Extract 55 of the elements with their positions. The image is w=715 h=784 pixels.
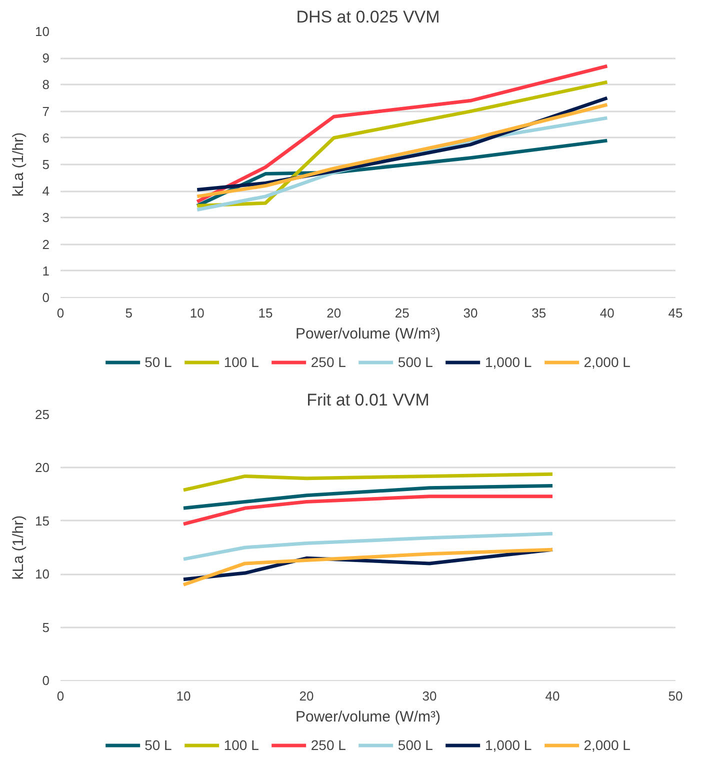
legend-label: 250 L [310, 354, 346, 370]
y-axis-title: kLa (1/hr) [10, 515, 28, 580]
legend-label: 1,000 L [484, 354, 532, 370]
legend-label: 100 L [224, 737, 259, 753]
legend-label: 1,000 L [484, 737, 532, 753]
line-series [182, 494, 554, 526]
x-tick-label: 10 [176, 688, 191, 704]
legend-label: 100 L [224, 354, 259, 370]
y-tick-label: 25 [35, 407, 50, 422]
x-tick-label: 0 [56, 688, 64, 704]
y-tick-label: 1 [42, 263, 50, 278]
x-tick-label: 0 [56, 306, 64, 320]
x-tick-label: 45 [668, 306, 683, 320]
legend-label: 500 L [398, 737, 433, 753]
legend-label: 50 L [144, 737, 172, 753]
y-tick-label: 6 [42, 130, 50, 146]
legend-label: 50 L [144, 354, 172, 370]
x-tick-label: 40 [545, 688, 560, 704]
x-tick-label: 15 [258, 306, 273, 320]
y-tick-label: 3 [42, 210, 50, 226]
chart-title: Frit at 0.01 VVM [306, 390, 430, 410]
chart-title: DHS at 0.025 VVM [296, 8, 440, 26]
x-tick-label: 20 [299, 688, 314, 704]
legend-label: 2,000 L [584, 354, 630, 370]
x-axis-title: Power/volume (W/m³) [295, 708, 441, 726]
x-tick-label: 25 [394, 306, 410, 320]
x-axis-title: Power/volume (W/m³) [295, 326, 441, 342]
y-tick-label: 9 [42, 50, 50, 66]
line-series [182, 532, 554, 561]
y-tick-label: 8 [42, 77, 50, 92]
y-tick-label: 15 [35, 513, 50, 528]
legend-label: 250 L [310, 737, 346, 753]
x-tick-label: 10 [190, 306, 204, 320]
y-tick-label: 2 [42, 236, 50, 252]
x-tick-label: 35 [532, 306, 546, 320]
y-axis-title: kLa (1/hr) [10, 132, 28, 197]
y-tick-label: 0 [42, 290, 50, 305]
y-tick-label: 7 [42, 104, 50, 119]
x-tick-label: 30 [463, 306, 478, 320]
line-series [182, 484, 554, 510]
y-tick-label: 5 [42, 157, 50, 172]
y-tick-label: 4 [42, 184, 50, 199]
x-tick-label: 50 [668, 688, 683, 704]
y-tick-label: 0 [42, 673, 50, 688]
y-tick-label: 10 [35, 24, 50, 39]
y-tick-label: 10 [35, 566, 50, 582]
line-series [182, 472, 554, 492]
x-tick-label: 5 [125, 306, 132, 320]
y-tick-label: 20 [35, 460, 50, 476]
legend-label: 500 L [398, 354, 433, 370]
y-tick-label: 5 [42, 620, 50, 635]
x-tick-label: 40 [600, 306, 614, 320]
legend-label: 2,000 L [584, 737, 630, 753]
x-tick-label: 30 [422, 688, 437, 704]
x-tick-label: 20 [326, 306, 342, 320]
